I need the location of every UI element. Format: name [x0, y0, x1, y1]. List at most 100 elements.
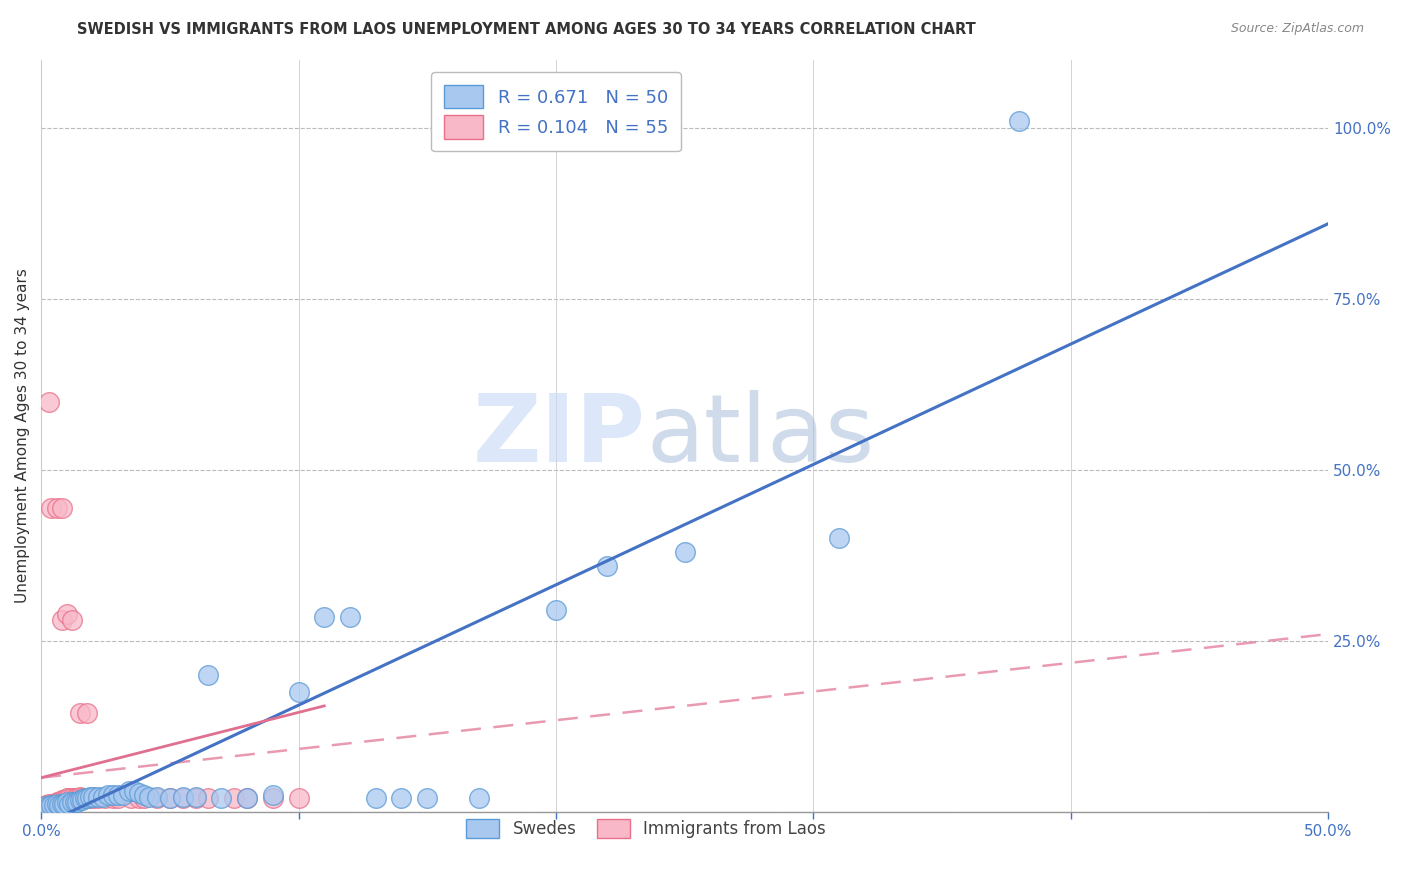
Point: [72, 792, 94, 806]
Point: [66, 795, 89, 809]
Point: [45, 795, 67, 809]
Point: [146, 789, 169, 804]
Point: [146, 791, 169, 805]
Point: [416, 791, 439, 805]
Point: [82, 789, 104, 804]
Point: [76, 791, 98, 805]
Y-axis label: Unemployment Among Ages 30 to 34 years: Unemployment Among Ages 30 to 34 years: [15, 268, 30, 603]
Point: [69, 791, 91, 805]
Point: [172, 791, 194, 805]
Point: [63, 795, 86, 809]
Text: Source: ZipAtlas.com: Source: ZipAtlas.com: [1230, 22, 1364, 36]
Point: [82, 789, 104, 804]
Point: [112, 788, 135, 802]
Point: [41, 798, 63, 813]
Point: [1008, 114, 1031, 128]
Point: [79, 789, 101, 804]
Point: [35, 798, 58, 813]
Point: [120, 791, 142, 805]
Point: [38, 797, 60, 811]
Point: [72, 791, 94, 805]
Point: [56, 792, 79, 806]
Point: [73, 791, 96, 805]
Point: [53, 797, 76, 811]
Point: [51, 797, 73, 811]
Point: [56, 791, 79, 805]
Point: [48, 795, 70, 809]
Point: [184, 791, 207, 805]
Point: [364, 791, 387, 805]
Point: [58, 791, 80, 805]
Point: [38, 798, 60, 813]
Point: [38, 799, 60, 814]
Point: [128, 786, 150, 800]
Point: [66, 791, 89, 805]
Point: [42, 797, 65, 811]
Point: [287, 685, 309, 699]
Point: [51, 614, 73, 628]
Point: [107, 788, 129, 802]
Point: [91, 789, 114, 804]
Point: [76, 706, 98, 720]
Point: [339, 610, 361, 624]
Point: [159, 791, 181, 805]
Text: SWEDISH VS IMMIGRANTS FROM LAOS UNEMPLOYMENT AMONG AGES 30 TO 34 YEARS CORRELATI: SWEDISH VS IMMIGRANTS FROM LAOS UNEMPLOY…: [77, 22, 976, 37]
Point: [828, 531, 851, 545]
Point: [51, 795, 73, 809]
Point: [53, 792, 76, 806]
Point: [41, 798, 63, 813]
Point: [97, 788, 120, 802]
Point: [172, 789, 194, 804]
Point: [673, 545, 696, 559]
Point: [132, 791, 155, 805]
Point: [103, 791, 125, 805]
Point: [45, 797, 67, 811]
Point: [53, 795, 76, 809]
Point: [596, 558, 619, 573]
Point: [60, 791, 83, 805]
Point: [60, 614, 83, 628]
Text: ZIP: ZIP: [474, 390, 645, 482]
Point: [544, 603, 567, 617]
Point: [38, 394, 60, 409]
Point: [79, 791, 101, 805]
Point: [51, 792, 73, 806]
Point: [41, 797, 63, 811]
Point: [56, 607, 79, 621]
Point: [197, 791, 219, 805]
Point: [76, 791, 98, 805]
Point: [51, 500, 73, 515]
Point: [209, 791, 232, 805]
Point: [122, 784, 145, 798]
Point: [103, 788, 125, 802]
Point: [35, 799, 58, 814]
Point: [69, 706, 91, 720]
Point: [197, 668, 219, 682]
Point: [224, 791, 246, 805]
Point: [48, 798, 70, 813]
Point: [391, 791, 413, 805]
Point: [35, 799, 58, 814]
Point: [262, 791, 284, 805]
Point: [138, 789, 160, 804]
Point: [87, 791, 110, 805]
Text: atlas: atlas: [645, 390, 875, 482]
Point: [41, 500, 63, 515]
Point: [87, 789, 110, 804]
Point: [94, 791, 117, 805]
Point: [69, 789, 91, 804]
Point: [262, 788, 284, 802]
Point: [63, 791, 86, 805]
Point: [82, 791, 104, 805]
Point: [60, 795, 83, 809]
Legend: Swedes, Immigrants from Laos: Swedes, Immigrants from Laos: [460, 813, 832, 845]
Point: [159, 791, 181, 805]
Point: [467, 791, 489, 805]
Point: [45, 797, 67, 811]
Point: [48, 797, 70, 811]
Point: [42, 798, 65, 813]
Point: [314, 610, 336, 624]
Point: [287, 791, 309, 805]
Point: [236, 791, 259, 805]
Point: [56, 795, 79, 809]
